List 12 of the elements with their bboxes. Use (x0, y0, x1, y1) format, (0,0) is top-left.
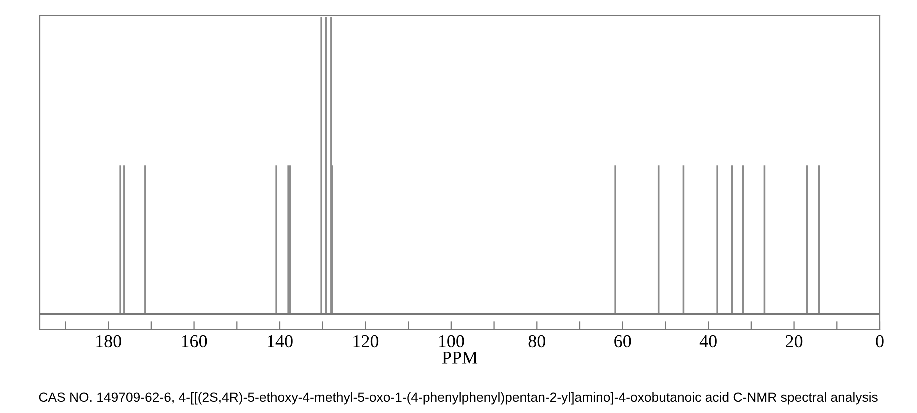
x-tick-label: 40 (700, 335, 717, 348)
x-tick-label: 180 (96, 335, 122, 348)
x-tick-label: 160 (182, 335, 208, 348)
x-tick-label: 100 (439, 335, 464, 348)
x-tick-label: 20 (786, 335, 803, 348)
x-axis-title: PPM (442, 352, 478, 364)
x-tick-label: 140 (268, 335, 293, 348)
x-tick-label: 120 (354, 335, 379, 348)
x-tick-label: 0 (876, 335, 884, 348)
x-tick-label: 60 (614, 335, 632, 348)
text: CAS NO. 149709-62-6, 4-[[(2S,4R)-5-ethoxy-4-methyl-5-oxo-1-(4-phenylphenyl)pentan-2-yl]amino]-4-oxobutanoic acid C-NMR spectral analysis (39, 392, 878, 405)
x-tick-label: 80 (528, 335, 546, 348)
